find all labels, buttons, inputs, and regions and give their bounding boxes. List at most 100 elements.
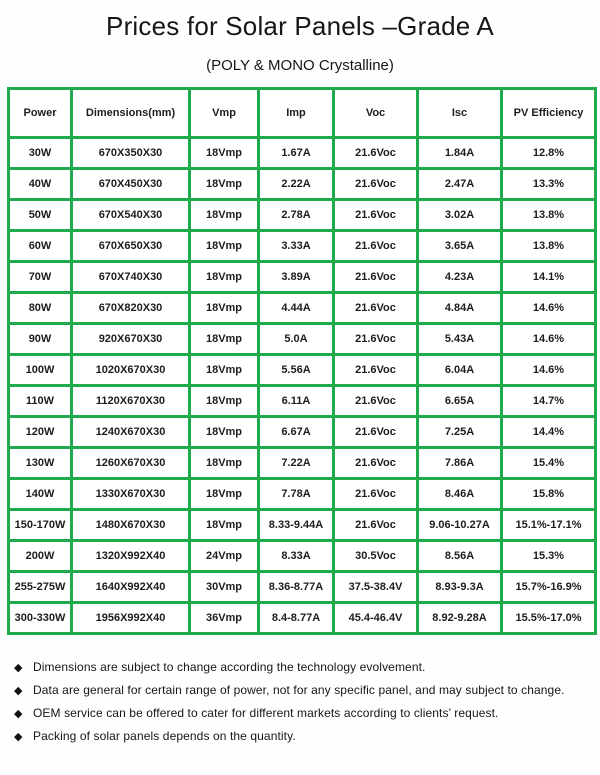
table-cell: 2.78A	[257, 198, 335, 232]
table-cell: 30Vmp	[188, 570, 260, 604]
note-item: ◆ Data are general for certain range of p…	[14, 683, 600, 697]
table-cell: 36Vmp	[188, 601, 260, 635]
table-cell: 6.11A	[257, 384, 335, 418]
table-cell: 670X540X30	[70, 198, 191, 232]
table-cell: 130W	[7, 446, 73, 480]
column-header: Voc	[332, 87, 419, 139]
table-header-row: Power Dimensions(mm) Vmp Imp Voc Isc PV Effici…	[7, 87, 597, 139]
table-cell: 21.6Voc	[332, 136, 419, 170]
diamond-bullet-icon: ◆	[14, 685, 23, 697]
table-cell: 21.6Voc	[332, 384, 419, 418]
page-subtitle: (POLY & MONO Crystalline)	[206, 57, 394, 74]
table-cell: 60W	[7, 229, 73, 263]
table-cell: 8.4-8.77A	[257, 601, 335, 635]
table-cell: 15.4%	[500, 446, 597, 480]
table-cell: 670X450X30	[70, 167, 191, 201]
table-cell: 21.6Voc	[332, 508, 419, 542]
table-cell: 100W	[7, 353, 73, 387]
table-cell: 50W	[7, 198, 73, 232]
table-cell: 8.93-9.3A	[416, 570, 503, 604]
table-cell: 4.44A	[257, 291, 335, 325]
table-cell: 21.6Voc	[332, 291, 419, 325]
table-cell: 1480X670X30	[70, 508, 191, 542]
column-header: PV Efficiency	[500, 87, 597, 139]
column-header: Dimensions(mm)	[70, 87, 191, 139]
table-cell: 1240X670X30	[70, 415, 191, 449]
table-row: 30W 670X350X30 18Vmp 1.67A 21.6Voc 1.84A 12.8%	[7, 136, 597, 170]
table-cell: 21.6Voc	[332, 446, 419, 480]
table-cell: 8.36-8.77A	[257, 570, 335, 604]
table-cell: 5.43A	[416, 322, 503, 356]
table-cell: 9.06-10.27A	[416, 508, 503, 542]
table-cell: 140W	[7, 477, 73, 511]
table-cell: 40W	[7, 167, 73, 201]
note-text: OEM service can be offered to cater for …	[33, 706, 499, 720]
table-cell: 8.33-9.44A	[257, 508, 335, 542]
column-header: Isc	[416, 87, 503, 139]
table-cell: 21.6Voc	[332, 322, 419, 356]
table-cell: 300-330W	[7, 601, 73, 635]
table-row: 90W 920X670X30 18Vmp 5.0A 21.6Voc 5.43A 14.6%	[7, 322, 597, 356]
table-cell: 670X740X30	[70, 260, 191, 294]
table-cell: 14.6%	[500, 322, 597, 356]
table-cell: 21.6Voc	[332, 260, 419, 294]
table-cell: 670X820X30	[70, 291, 191, 325]
table-cell: 6.65A	[416, 384, 503, 418]
table-cell: 6.67A	[257, 415, 335, 449]
table-cell: 21.6Voc	[332, 229, 419, 263]
table-cell: 14.6%	[500, 291, 597, 325]
table-cell: 13.3%	[500, 167, 597, 201]
table-cell: 7.22A	[257, 446, 335, 480]
table-cell: 21.6Voc	[332, 477, 419, 511]
table-row: 300-330W 1956X992X40 36Vmp 8.4-8.77A 45.4-46…	[7, 601, 597, 635]
table-cell: 14.7%	[500, 384, 597, 418]
table-cell: 18Vmp	[188, 229, 260, 263]
table-row: 70W 670X740X30 18Vmp 3.89A 21.6Voc 4.23A 14.1%	[7, 260, 597, 294]
column-header: Imp	[257, 87, 335, 139]
table-row: 200W 1320X992X40 24Vmp 8.33A 30.5Voc 8.56A 15.…	[7, 539, 597, 573]
table-row: 255-275W 1640X992X40 30Vmp 8.36-8.77A 37.5-3…	[7, 570, 597, 604]
table-cell: 4.23A	[416, 260, 503, 294]
note-item: ◆ Dimensions are subject to change accord…	[14, 660, 600, 674]
note-text: Data are general for certain range of po…	[33, 683, 565, 697]
table-cell: 14.4%	[500, 415, 597, 449]
table-row: 110W 1120X670X30 18Vmp 6.11A 21.6Voc 6.65A 14.…	[7, 384, 597, 418]
table-cell: 1640X992X40	[70, 570, 191, 604]
table-cell: 8.92-9.28A	[416, 601, 503, 635]
table-cell: 4.84A	[416, 291, 503, 325]
table-cell: 21.6Voc	[332, 353, 419, 387]
column-header: Power	[7, 87, 73, 139]
table-cell: 8.56A	[416, 539, 503, 573]
solar-panel-spec-table: Power Dimensions(mm) Vmp Imp Voc Isc PV Effici…	[7, 87, 597, 635]
table-cell: 3.02A	[416, 198, 503, 232]
column-header: Vmp	[188, 87, 260, 139]
table-cell: 21.6Voc	[332, 198, 419, 232]
table-cell: 2.22A	[257, 167, 335, 201]
table-cell: 18Vmp	[188, 167, 260, 201]
table-cell: 18Vmp	[188, 415, 260, 449]
table-cell: 18Vmp	[188, 446, 260, 480]
table-cell: 1.67A	[257, 136, 335, 170]
table-cell: 200W	[7, 539, 73, 573]
table-cell: 1120X670X30	[70, 384, 191, 418]
note-item: ◆ OEM service can be offered to cater for…	[14, 706, 600, 720]
table-cell: 1320X992X40	[70, 539, 191, 573]
table-cell: 15.3%	[500, 539, 597, 573]
table-cell: 70W	[7, 260, 73, 294]
table-cell: 18Vmp	[188, 136, 260, 170]
table-cell: 21.6Voc	[332, 167, 419, 201]
table-cell: 18Vmp	[188, 353, 260, 387]
table-cell: 8.46A	[416, 477, 503, 511]
table-cell: 13.8%	[500, 198, 597, 232]
table-cell: 14.1%	[500, 260, 597, 294]
diamond-bullet-icon: ◆	[14, 731, 23, 743]
table-cell: 24Vmp	[188, 539, 260, 573]
table-cell: 30W	[7, 136, 73, 170]
table-cell: 1.84A	[416, 136, 503, 170]
table-row: 100W 1020X670X30 18Vmp 5.56A 21.6Voc 6.04A 14.…	[7, 353, 597, 387]
table-cell: 1330X670X30	[70, 477, 191, 511]
table-body: 30W 670X350X30 18Vmp 1.67A 21.6Voc 1.84A 12.8%…	[7, 136, 597, 635]
table-cell: 3.89A	[257, 260, 335, 294]
table-cell: 2.47A	[416, 167, 503, 201]
